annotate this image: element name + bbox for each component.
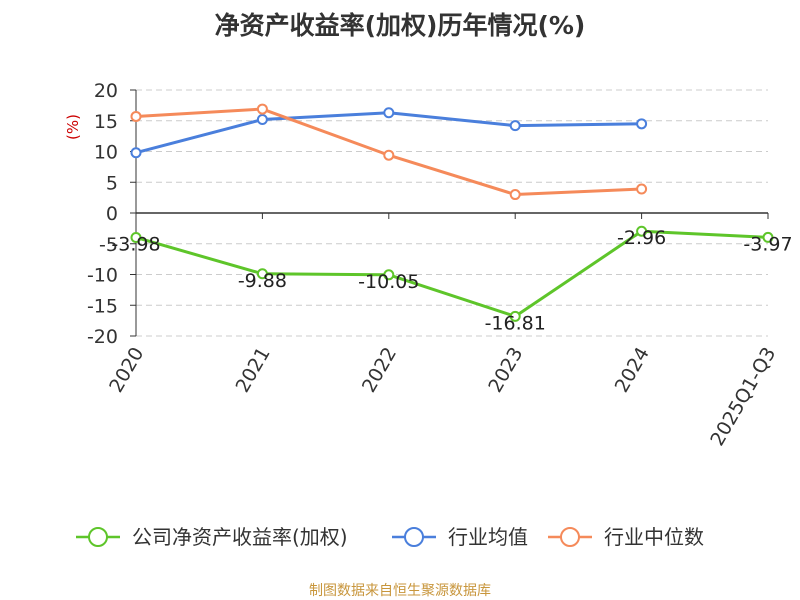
series-layer — [130, 103, 774, 322]
legend-label: 行业中位数 — [604, 525, 704, 549]
data-point — [509, 189, 521, 201]
y-tick-label: 0 — [106, 203, 118, 225]
legend-item-2: 行业中位数 — [548, 525, 704, 549]
legend-marker — [560, 527, 580, 547]
y-tick-label: 20 — [94, 80, 118, 102]
data-point — [762, 231, 774, 243]
data-point — [383, 269, 395, 281]
data-point — [636, 183, 648, 195]
legend-label: 公司净资产收益率(加权) — [132, 525, 348, 549]
source-note: 制图数据来自恒生聚源数据库 — [309, 583, 491, 599]
y-tick-label: 15 — [94, 111, 118, 133]
data-point — [636, 225, 648, 237]
data-label: -10.05 — [358, 271, 419, 293]
x-tick-label: 2025Q1-Q3 — [706, 344, 780, 450]
legend-item-1: 行业均值 — [392, 525, 528, 549]
data-point — [130, 231, 142, 243]
y-tick-label: 5 — [106, 172, 118, 194]
legend-item-0: 公司净资产收益率(加权) — [76, 525, 348, 549]
y-tick-label: -10 — [87, 265, 118, 287]
y-tick-label: -5 — [99, 234, 118, 256]
data-point — [383, 107, 395, 119]
x-tick-label: 2023 — [484, 344, 527, 397]
data-point — [256, 114, 268, 126]
legend: 公司净资产收益率(加权) 行业均值 行业中位数 — [76, 525, 704, 549]
data-point — [509, 120, 521, 132]
data-point — [509, 310, 521, 322]
x-tick-label: 2024 — [611, 344, 654, 397]
data-point — [130, 110, 142, 122]
data-point — [636, 118, 648, 130]
y-tick-label: -20 — [87, 326, 118, 348]
grid-layer — [136, 89, 768, 337]
legend-marker — [404, 527, 424, 547]
data-point — [130, 147, 142, 159]
series-line-0 — [135, 229, 769, 318]
y-tick-label: 10 — [94, 142, 118, 164]
data-point — [256, 103, 268, 115]
data-label: -3.97 — [743, 233, 792, 255]
x-tick-label: 2020 — [105, 344, 148, 397]
data-label-layer: -3.98 -9.88 -10.05 -16.81 -2.96 -3.97 — [111, 227, 792, 334]
data-label: -9.88 — [238, 270, 287, 292]
chart-title: 净资产收益率(加权)历年情况(%) — [215, 11, 586, 40]
data-point — [256, 268, 268, 280]
y-axis-unit: (%) — [64, 114, 82, 140]
data-point — [383, 149, 395, 161]
x-tick-label: 2022 — [358, 344, 401, 397]
series-line-1 — [135, 111, 642, 155]
data-label: -3.98 — [111, 233, 160, 255]
legend-marker — [88, 527, 108, 547]
data-label: -2.96 — [617, 227, 666, 249]
y-tick-label: -15 — [87, 295, 118, 317]
data-label: -16.81 — [485, 312, 546, 334]
x-tick-label: 2021 — [231, 344, 274, 397]
legend-label: 行业均值 — [448, 525, 528, 549]
